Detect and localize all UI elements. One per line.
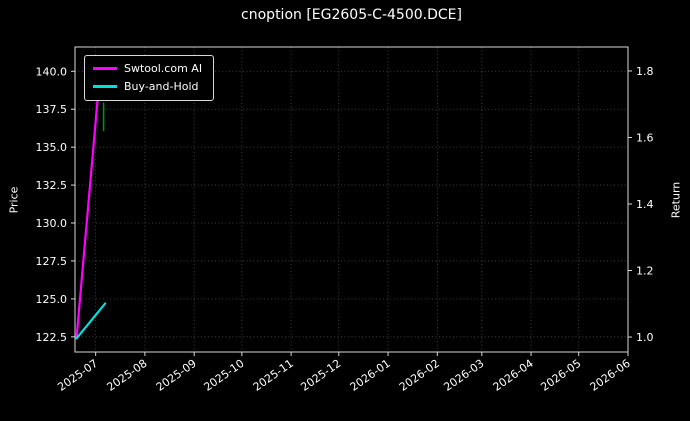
x-tick-label: 2026-01 bbox=[348, 357, 393, 394]
left-tick-label: 130.0 bbox=[36, 217, 68, 230]
x-tick-label: 2026-04 bbox=[491, 357, 536, 394]
left-tick-label: 127.5 bbox=[36, 255, 68, 268]
x-tick-label: 2025-09 bbox=[154, 357, 199, 394]
chart-title: cnoption [EG2605-C-4500.DCE] bbox=[241, 7, 462, 23]
right-tick-label: 1.2 bbox=[636, 265, 654, 278]
legend: Swtool.com AI Buy-and-Hold bbox=[84, 55, 215, 101]
right-tick-label: 1.8 bbox=[636, 65, 654, 78]
right-axis-label: Return bbox=[669, 181, 683, 219]
left-tick-label: 125.0 bbox=[36, 293, 68, 306]
left-tick-label: 122.5 bbox=[36, 331, 68, 344]
x-tick-label: 2026-06 bbox=[588, 357, 633, 394]
right-tick-label: 1.6 bbox=[636, 131, 654, 144]
x-tick-label: 2026-05 bbox=[538, 357, 583, 394]
legend-label: Swtool.com AI bbox=[124, 62, 203, 75]
legend-entry: Buy-and-Hold bbox=[93, 80, 202, 93]
plot-border bbox=[74, 46, 629, 353]
series-swtool-com-ai bbox=[75, 66, 102, 339]
right-tick-label: 1.0 bbox=[636, 331, 654, 344]
legend-label: Buy-and-Hold bbox=[124, 80, 199, 93]
left-axis-label: Price bbox=[7, 186, 21, 214]
series-buy-and-hold bbox=[75, 302, 107, 340]
x-tick-label: 2025-12 bbox=[298, 357, 343, 394]
left-tick-label: 135.0 bbox=[36, 141, 68, 154]
right-tick-label: 1.4 bbox=[636, 198, 654, 211]
x-tick-label: 2026-02 bbox=[397, 357, 442, 394]
x-tick-label: 2025-07 bbox=[55, 357, 100, 394]
left-tick-label: 137.5 bbox=[36, 103, 68, 116]
legend-entry: Swtool.com AI bbox=[93, 62, 202, 75]
x-tick-label: 2025-10 bbox=[201, 357, 246, 394]
x-tick-label: 2026-03 bbox=[441, 357, 486, 394]
left-tick-label: 132.5 bbox=[36, 179, 68, 192]
x-tick-label: 2025-11 bbox=[251, 357, 296, 394]
legend-swatch bbox=[93, 67, 117, 70]
left-tick-label: 140.0 bbox=[36, 65, 68, 78]
legend-swatch bbox=[93, 85, 117, 88]
x-tick-label: 2025-08 bbox=[105, 357, 150, 394]
